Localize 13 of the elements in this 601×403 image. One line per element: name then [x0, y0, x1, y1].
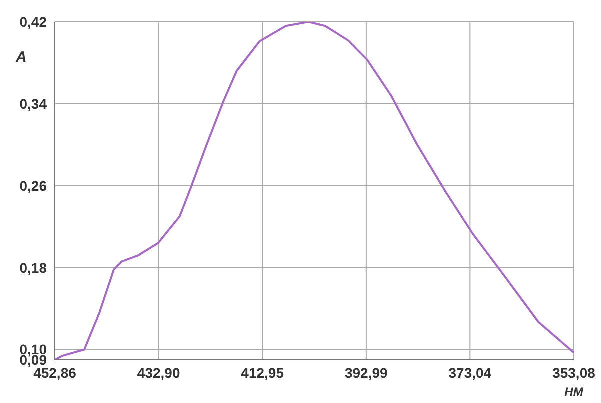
x-axis-title: НМ	[564, 385, 584, 399]
y-tick-label: 0,42	[20, 14, 48, 30]
x-tick-label: 392,99	[344, 364, 388, 381]
y-axis-title: A	[15, 49, 27, 66]
line-series	[55, 22, 574, 360]
x-tick-label: 412,95	[241, 364, 284, 381]
x-tick-label: 373,04	[448, 364, 492, 381]
x-tick-label: 353,08	[552, 364, 596, 381]
y-tick-label: 0,34	[20, 96, 48, 112]
x-tick-label: 432,90	[137, 364, 180, 381]
x-tick-label: 452,86	[34, 364, 77, 381]
y-tick-label: 0,26	[20, 178, 48, 194]
y-tick-label: 0,18	[20, 260, 48, 276]
